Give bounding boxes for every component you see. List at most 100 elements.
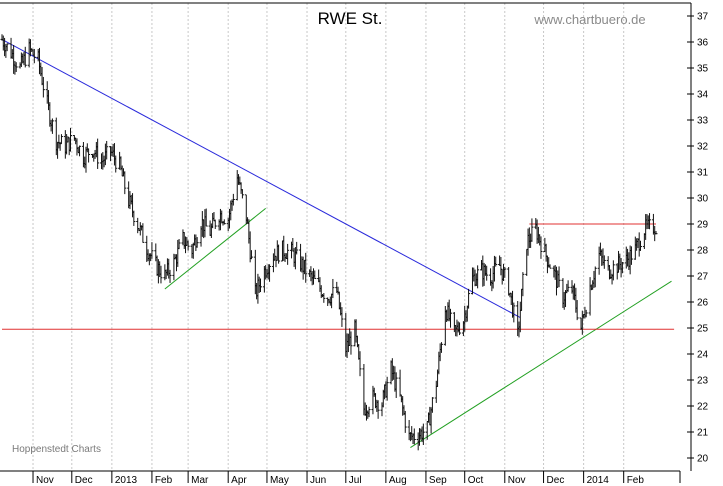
price-bar: [638, 240, 642, 251]
price-bar: [159, 265, 163, 284]
price-bars: [0, 34, 658, 451]
ytick-label: 37: [697, 12, 709, 23]
price-bar: [340, 307, 344, 327]
xtick-label: Mar: [191, 475, 209, 486]
xtick-label: May: [270, 475, 289, 486]
price-bar: [358, 351, 362, 377]
ytick-label: 28: [697, 246, 709, 257]
price-bar: [204, 208, 208, 227]
price-bar: [295, 241, 299, 255]
trendline-2: [410, 280, 672, 449]
xtick-label: Oct: [468, 475, 484, 486]
price-bar: [87, 148, 91, 163]
xtick-label: Feb: [627, 475, 645, 486]
chart-title: RWE St.: [318, 9, 383, 28]
price-bar: [458, 322, 462, 336]
price-bar: [258, 278, 262, 293]
price-bar: [385, 376, 389, 401]
credit-label: Hoppenstedt Charts: [12, 444, 101, 455]
price-bar: [231, 193, 235, 206]
xtick-label: Apr: [231, 475, 247, 486]
ytick-label: 22: [697, 402, 709, 413]
price-bar: [59, 134, 63, 145]
price-bar: [141, 223, 145, 243]
xtick-label: Jul: [349, 475, 362, 486]
xtick-label: Sep: [429, 475, 447, 486]
price-bar: [268, 264, 272, 282]
price-bar: [50, 118, 54, 134]
price-bar: [548, 264, 552, 269]
price-bar: [123, 171, 127, 195]
ytick-label: 25: [697, 324, 709, 335]
price-bar: [654, 230, 658, 235]
price-bar: [14, 62, 18, 72]
ytick-label: 23: [697, 376, 709, 387]
axes: 20 21 22 23 24 25 26 27 28 29 30 31 32 33 34 35 36 37 Nov D…: [0, 2, 709, 486]
price-bar: [249, 250, 253, 260]
price-bar: [114, 155, 118, 173]
price-bar: [575, 300, 579, 321]
price-bar: [412, 428, 416, 445]
price-bar: [150, 242, 154, 259]
price-bar: [648, 213, 652, 230]
price-bar: [539, 236, 543, 259]
ytick-label: 24: [697, 350, 709, 361]
price-bar: [439, 342, 443, 353]
ytick-label: 20: [697, 454, 709, 465]
price-bar: [195, 237, 199, 248]
price-bar: [23, 46, 27, 68]
price-bar: [286, 243, 290, 265]
grid: [32, 3, 625, 471]
price-bar: [69, 127, 73, 152]
price-bar: [105, 140, 109, 160]
watermark: www.chartbuero.de: [533, 12, 645, 27]
price-bar: [222, 219, 226, 225]
price-bar: [566, 280, 570, 292]
price-bar: [322, 293, 326, 303]
xtick-label: Dec: [547, 475, 565, 486]
ytick-label: 35: [697, 64, 709, 75]
price-bar: [503, 266, 507, 278]
price-bar: [96, 138, 100, 169]
price-bar: [476, 265, 480, 289]
xtick-label: Nov: [36, 475, 54, 486]
ytick-label: 29: [697, 220, 709, 231]
price-bar: [313, 270, 317, 280]
price-bar: [376, 400, 380, 419]
price-bar: [430, 397, 434, 413]
trendline-0: [1, 38, 521, 319]
xtick-label: Nov: [508, 475, 526, 486]
xtick-label: 2013: [115, 475, 138, 486]
price-bar: [349, 331, 353, 355]
price-bar: [593, 266, 597, 288]
price-bar: [177, 238, 181, 250]
price-bar: [186, 240, 190, 251]
ytick-label: 33: [697, 116, 709, 127]
xtick-label: Jun: [310, 475, 326, 486]
price-bar: [448, 308, 452, 328]
price-bar: [240, 189, 244, 199]
ytick-label: 34: [697, 90, 709, 101]
price-bar: [132, 210, 136, 226]
price-bar: [485, 265, 489, 281]
ytick-label: 32: [697, 142, 709, 153]
price-bar: [41, 76, 45, 98]
price-bar: [512, 302, 516, 323]
price-bar: [5, 43, 9, 52]
xtick-label: Dec: [75, 475, 93, 486]
price-bar: [367, 406, 371, 418]
price-bar: [620, 261, 624, 274]
price-bar: [304, 252, 308, 283]
xtick-label: Feb: [155, 475, 173, 486]
price-bar: [557, 266, 561, 288]
price-bar: [78, 145, 82, 157]
trendlines: [1, 38, 675, 449]
price-bar: [394, 372, 398, 398]
price-bar: [467, 288, 471, 309]
price-bar: [530, 218, 534, 242]
price-bar: [602, 255, 606, 269]
ytick-label: 31: [697, 168, 709, 179]
price-bar: [277, 244, 281, 264]
